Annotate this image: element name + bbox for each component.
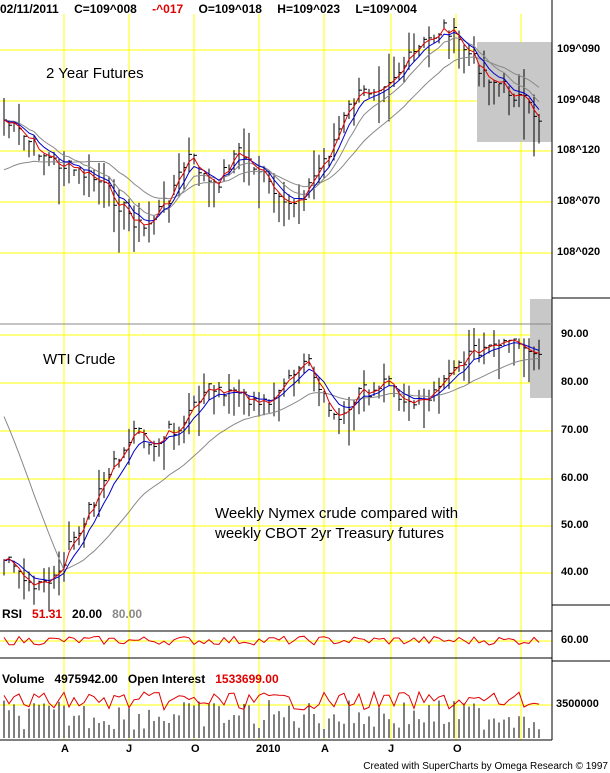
mid-panel-title: WTI Crude [43, 351, 116, 368]
rsi-legend: RSI 51.31 20.00 80.00 [2, 607, 152, 621]
top-ma-fast [3, 27, 540, 226]
mid-axis-tick: 90.00 [561, 328, 589, 340]
mid-ma-fast [3, 339, 540, 586]
x-axis-tick: 2010 [256, 743, 281, 755]
open-interest-value: 1533699.00 [215, 672, 279, 686]
top-price-bars [3, 18, 542, 253]
mid-axis-tick: 80.00 [561, 376, 589, 388]
mid-axis-tick: 50.00 [561, 519, 589, 531]
mid-price-bars [3, 328, 542, 612]
panel-dividers [0, 0, 610, 741]
quote-low: L=109^004 [355, 2, 417, 16]
top-axis-tick: 109^048 [557, 94, 601, 106]
quote-close: C=109^008 [74, 2, 137, 16]
x-axis-tick: O [191, 743, 200, 755]
rsi-low-level: 20.00 [72, 607, 103, 621]
x-axis-tick: J [388, 743, 395, 755]
rsi-label: RSI [2, 607, 23, 621]
quote-high: H=109^023 [277, 2, 341, 16]
rsi-series [3, 635, 540, 646]
volume-legend: Volume 4975942.00 Open Interest 1533699.00 [2, 672, 289, 686]
mid-axis-tick: 70.00 [561, 424, 589, 436]
top-highlight-box [477, 42, 552, 142]
mid-ma-slow [3, 358, 540, 571]
top-ma-slow-2 [3, 56, 540, 200]
open-interest-label: Open Interest [127, 672, 206, 686]
top-panel-title: 2 Year Futures [46, 65, 144, 82]
quote-header: 02/11/2011 C=109^008 -^017 O=109^018 H=1… [0, 2, 429, 16]
rsi-value: 51.31 [32, 607, 63, 621]
top-axis-tick: 108^020 [557, 246, 601, 258]
top-ma-medium [3, 31, 540, 222]
open-interest-line [3, 690, 540, 711]
top-axis-tick: 108^070 [557, 195, 601, 207]
volume-axis-tick: 3500000 [556, 698, 599, 710]
quote-open: O=109^018 [198, 2, 262, 16]
quote-change: -^017 [152, 2, 184, 16]
top-axis-tick: 109^090 [557, 43, 601, 55]
x-axis-tick: A [61, 743, 69, 755]
top-axis-tick: 108^120 [557, 144, 601, 156]
rsi-axis-tick: 60.00 [561, 634, 589, 646]
annotation-line-2: weekly CBOT 2yr Treasury futures [215, 525, 444, 542]
annotation-line-1: Weekly Nymex crude compared with [215, 505, 459, 522]
mid-axis-tick: 40.00 [561, 566, 589, 578]
top-moving-averages [3, 27, 540, 226]
mid-axis-tick: 60.00 [561, 472, 589, 484]
x-axis-tick: O [453, 743, 462, 755]
credit-text: Created with SuperCharts by Omega Resear… [363, 761, 608, 772]
rsi-line [3, 635, 540, 646]
open-interest-series [3, 690, 540, 711]
volume-label: Volume [2, 672, 45, 686]
volume-value: 4975942.00 [54, 672, 118, 686]
top-ma-slow [3, 37, 540, 217]
mid-ma-medium [3, 342, 540, 582]
rsi-high-level: 80.00 [112, 607, 143, 621]
grid-lines [0, 14, 552, 740]
x-axis-tick: A [321, 743, 329, 755]
quote-date: 02/11/2011 [0, 2, 59, 16]
volume-bars [3, 700, 540, 738]
mid-moving-averages [3, 339, 540, 586]
x-axis-tick: J [126, 743, 133, 755]
